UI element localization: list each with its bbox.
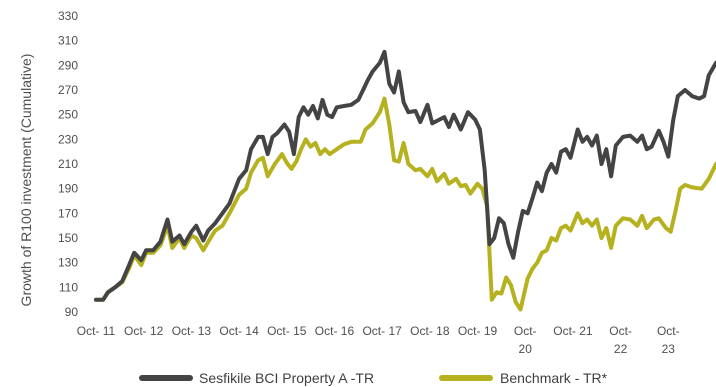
x-tick-label: 23 [662, 342, 676, 356]
y-tick-label: 290 [58, 58, 78, 72]
y-axis-title: Growth of R100 investment (Cumulative) [18, 54, 34, 307]
x-tick-label: Oct- 16 [315, 324, 355, 338]
y-tick-label: 130 [58, 256, 78, 270]
x-tick-label: Oct- 11 [77, 324, 116, 338]
x-tick-label: Oct- 18 [410, 324, 450, 338]
series-line-0 [94, 49, 716, 302]
x-axis-ticks: Oct- 11 Oct- 12 Oct- 13 Oct- 14 Oct- 15 Oct- … [77, 324, 680, 356]
y-tick-label: 170 [58, 206, 78, 220]
x-tick-label: Oct- 21 [553, 324, 593, 338]
legend-label: Sesfikile BCI Property A -TR [199, 370, 374, 386]
y-tick-label: 150 [58, 231, 78, 245]
x-tick-label: Oct- [609, 324, 632, 338]
x-tick-label: Oct- 17 [362, 324, 402, 338]
y-tick-label: 210 [58, 157, 78, 171]
x-tick-label: Oct- 14 [219, 324, 259, 338]
x-tick-label: 22 [614, 342, 628, 356]
y-tick-label: 270 [58, 83, 78, 97]
series-line-1 [94, 96, 716, 312]
y-axis-title-group: Growth of R100 investment (Cumulative) [18, 54, 34, 307]
y-tick-label: 250 [58, 108, 78, 122]
y-tick-label: 230 [58, 132, 78, 146]
x-tick-label: Oct- [514, 324, 537, 338]
x-tick-label: Oct- 13 [172, 324, 212, 338]
x-tick-label: Oct- [657, 324, 680, 338]
y-tick-label: 310 [58, 34, 78, 48]
y-tick-label: 110 [59, 280, 78, 294]
y-tick-label: 190 [58, 182, 78, 196]
x-tick-label: Oct- 12 [124, 324, 164, 338]
x-tick-label: 20 [519, 342, 533, 356]
legend-label: Benchmark - TR* [500, 370, 608, 386]
y-tick-label: 90 [65, 305, 79, 319]
x-tick-label: Oct- 15 [267, 324, 307, 338]
y-axis-ticks: 90 110 130 150 170 190 210 230 250 270 290 310 330 [58, 9, 78, 319]
y-tick-label: 330 [58, 9, 78, 23]
x-tick-label: Oct- 19 [458, 324, 498, 338]
series-lines [94, 49, 716, 312]
legend: Sesfikile BCI Property A -TR Benchmark - … [139, 370, 608, 386]
